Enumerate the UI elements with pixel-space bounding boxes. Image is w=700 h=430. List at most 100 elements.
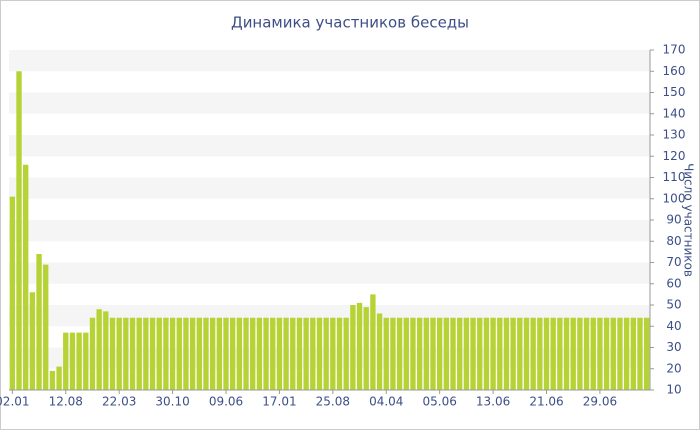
- bar: [303, 317, 309, 390]
- y-tick-label: 40: [666, 319, 681, 333]
- chart-title: Динамика участников беседы: [231, 14, 469, 32]
- bar: [477, 317, 483, 390]
- y-tick-label: 80: [666, 234, 681, 248]
- bar: [583, 317, 590, 390]
- bar: [470, 317, 476, 390]
- bar: [310, 317, 316, 390]
- bar: [23, 164, 29, 390]
- grid-band: [9, 92, 650, 114]
- bar: [69, 332, 76, 390]
- bar: [56, 366, 62, 390]
- x-tick-label: 30.10: [155, 395, 189, 409]
- y-tick-label: 70: [666, 255, 681, 269]
- bar: [129, 317, 136, 390]
- bar: [603, 317, 610, 390]
- bar: [550, 317, 556, 390]
- bar: [189, 317, 196, 390]
- grid-band: [9, 50, 650, 72]
- bar: [276, 317, 283, 390]
- x-tick-label: 05.06: [422, 395, 456, 409]
- bar: [570, 317, 576, 390]
- y-tick-label: 140: [663, 106, 686, 120]
- x-tick-label: 02.01: [0, 395, 30, 409]
- grid-band: [9, 262, 650, 284]
- bar: [183, 317, 189, 390]
- x-tick-label: 17.01: [262, 395, 296, 409]
- bar: [163, 317, 169, 390]
- bar: [176, 317, 182, 390]
- bar: [270, 317, 276, 390]
- bar: [497, 317, 503, 390]
- bar: [43, 264, 49, 390]
- bar: [9, 196, 16, 390]
- grid-band: [9, 305, 650, 327]
- bar: [443, 317, 450, 390]
- x-tick-label: 21.06: [529, 395, 563, 409]
- bar: [643, 317, 650, 390]
- bar: [290, 317, 296, 390]
- grid-band: [9, 220, 650, 242]
- y-tick-label: 20: [666, 361, 681, 375]
- y-tick-label: 50: [666, 298, 681, 312]
- bar: [169, 317, 176, 390]
- bar: [577, 317, 583, 390]
- bar: [363, 307, 369, 390]
- bar: [490, 317, 496, 390]
- bar: [83, 332, 89, 390]
- bar: [136, 317, 142, 390]
- bar: [563, 317, 570, 390]
- bar: [223, 317, 229, 390]
- bar: [76, 332, 82, 390]
- grid-band: [9, 177, 650, 199]
- bar: [36, 254, 42, 390]
- bar: [350, 305, 356, 390]
- bar: [630, 317, 636, 390]
- y-tick-label: 30: [666, 340, 681, 354]
- bar: [343, 317, 349, 390]
- bar: [323, 317, 329, 390]
- bar: [109, 317, 116, 390]
- bar: [610, 317, 616, 390]
- x-tick-label: 09.06: [209, 395, 243, 409]
- bar: [537, 317, 543, 390]
- bar: [256, 317, 263, 390]
- bar: [457, 317, 463, 390]
- bar: [196, 317, 202, 390]
- y-tick-label: 90: [666, 213, 681, 227]
- bar: [296, 317, 303, 390]
- bar: [356, 302, 363, 390]
- y-tick-label: 10: [666, 383, 681, 397]
- bar: [416, 317, 423, 390]
- bar: [430, 317, 436, 390]
- bar: [463, 317, 470, 390]
- bar: [483, 317, 490, 390]
- x-tick-label: 25.08: [316, 395, 350, 409]
- x-tick-label: 22.03: [102, 395, 136, 409]
- y-tick-label: 160: [663, 64, 686, 78]
- bar: [437, 317, 443, 390]
- bar: [617, 317, 623, 390]
- y-tick-label: 120: [663, 149, 686, 163]
- bar: [96, 309, 102, 390]
- bar: [156, 317, 162, 390]
- x-tick-label: 04.04: [369, 395, 403, 409]
- bar: [510, 317, 516, 390]
- bar: [370, 294, 376, 390]
- bar: [543, 317, 550, 390]
- bar: [316, 317, 323, 390]
- bar: [376, 313, 383, 390]
- bar: [216, 317, 222, 390]
- bar: [209, 317, 216, 390]
- grid-band: [9, 347, 650, 369]
- bar: [523, 317, 530, 390]
- grid-band: [9, 135, 650, 157]
- bar: [530, 317, 536, 390]
- bar: [283, 317, 289, 390]
- bar: [143, 317, 149, 390]
- bar: [149, 317, 156, 390]
- y-tick-label: 60: [666, 276, 681, 290]
- bar: [517, 317, 523, 390]
- bar: [590, 317, 596, 390]
- y-tick-label: 110: [663, 170, 686, 184]
